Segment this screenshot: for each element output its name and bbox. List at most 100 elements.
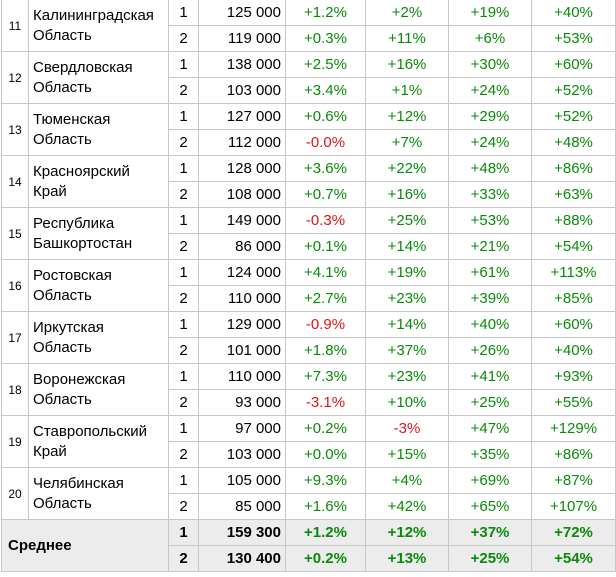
row-number: 13	[1, 103, 29, 156]
group-cell: 1	[168, 415, 199, 442]
salary-cell: 159 300	[198, 519, 286, 546]
change-cell: +65%	[448, 493, 532, 520]
region-name-line: Ростовская	[33, 266, 112, 284]
change-cell: +29%	[448, 103, 532, 130]
salary-cell: 119 000	[198, 25, 286, 52]
change-cell: +60%	[531, 51, 616, 78]
table-row: 11 Калининградская Область 1 125 000 +1.2% +2%…	[1, 0, 616, 52]
salary-cell: 85 000	[198, 493, 286, 520]
group-cell: 2	[168, 441, 199, 468]
average-row: 2 130 400 +0.2% +13% +25% +54%	[2, 545, 616, 572]
change-cell: +86%	[531, 441, 616, 468]
change-cell: +23%	[365, 363, 449, 390]
table-row: 15 Республика Башкортостан 1 149 000 -0.3% +25…	[1, 207, 616, 260]
group-cell: 1	[168, 155, 199, 182]
change-cell: +19%	[448, 0, 532, 26]
row-number: 11	[1, 0, 29, 52]
change-cell: +1.2%	[285, 519, 366, 546]
group-cell: 2	[168, 181, 199, 208]
salary-cell: 93 000	[198, 389, 286, 416]
change-cell: +4.1%	[285, 259, 366, 286]
group-cell: 1	[168, 103, 199, 130]
region-name-line: Тюменская	[33, 110, 111, 128]
salary-cell: 108 000	[198, 181, 286, 208]
change-cell: +87%	[531, 467, 616, 494]
change-cell: +6%	[448, 25, 532, 52]
salary-cell: 105 000	[198, 467, 286, 494]
region-name: Республика Башкортостан	[28, 207, 169, 260]
change-cell: +0.1%	[285, 233, 366, 260]
region-name-line: Область	[33, 338, 92, 356]
table-row: 17 Иркутская Область 1 129 000 -0.9% +14% +40% +…	[1, 311, 616, 364]
group-cell: 2	[168, 493, 199, 520]
change-cell: +15%	[365, 441, 449, 468]
table-row: 20 Челябинская Область 1 105 000 +9.3% +4% +69%…	[1, 467, 616, 520]
region-name-line: Область	[33, 26, 92, 44]
change-cell: +52%	[531, 103, 616, 130]
table-row: 13 Тюменская Область 1 127 000 +0.6% +12% +29% +…	[1, 103, 616, 156]
change-cell: +3.4%	[285, 77, 366, 104]
salary-cell: 103 000	[198, 77, 286, 104]
change-cell: +25%	[448, 389, 532, 416]
region-name: Красноярский Край	[28, 155, 169, 208]
group-cell: 2	[168, 233, 199, 260]
average-row: Среднее 1 159 300 +1.2% +12% +37% +72%	[1, 519, 616, 572]
group-cell: 2	[168, 545, 199, 572]
change-cell: +1.2%	[285, 0, 366, 26]
group-cell: 1	[168, 0, 199, 26]
region-name: Челябинская Область	[28, 467, 169, 520]
change-cell: +3.6%	[285, 155, 366, 182]
salary-cell: 130 400	[198, 545, 286, 572]
region-name: Тюменская Область	[28, 103, 169, 156]
change-cell: +1.8%	[285, 337, 366, 364]
salary-cell: 127 000	[198, 103, 286, 130]
region-name: Ставропольский Край	[28, 415, 169, 468]
salary-cell: 110 000	[198, 285, 286, 312]
region-name-line: Ставропольский	[33, 422, 148, 440]
salary-cell: 124 000	[198, 259, 286, 286]
change-cell: +7.3%	[285, 363, 366, 390]
change-cell: +69%	[448, 467, 532, 494]
table-row: 2 93 000 -3.1% +10% +25% +55%	[2, 389, 616, 416]
change-cell: +39%	[448, 285, 532, 312]
table-row: 16 Ростовская Область 1 124 000 +4.1% +19% +61%…	[1, 259, 616, 312]
table-row: 2 119 000 +0.3% +11% +6% +53%	[2, 25, 616, 52]
change-cell: +61%	[448, 259, 532, 286]
group-cell: 2	[168, 25, 199, 52]
group-cell: 2	[168, 285, 199, 312]
region-name-line: Калининградская	[33, 6, 154, 24]
change-cell: +41%	[448, 363, 532, 390]
salary-cell: 138 000	[198, 51, 286, 78]
region-name-line: Область	[33, 494, 92, 512]
change-cell: +25%	[365, 207, 449, 234]
change-cell: +12%	[365, 519, 449, 546]
change-cell: +40%	[448, 311, 532, 338]
change-cell: -0.0%	[285, 129, 366, 156]
row-number: 17	[1, 311, 29, 364]
change-cell: +1%	[365, 77, 449, 104]
region-name: Иркутская Область	[28, 311, 169, 364]
change-cell: +0.2%	[285, 415, 366, 442]
change-cell: -0.3%	[285, 207, 366, 234]
change-cell: +33%	[448, 181, 532, 208]
table-row: 19 Ставропольский Край 1 97 000 +0.2% -3% +47% +…	[1, 415, 616, 468]
change-cell: +48%	[531, 129, 616, 156]
group-cell: 1	[168, 51, 199, 78]
change-cell: +2.5%	[285, 51, 366, 78]
change-cell: +25%	[448, 545, 532, 572]
change-cell: +10%	[365, 389, 449, 416]
table-row: 2 108 000 +0.7% +16% +33% +63%	[2, 181, 616, 208]
group-cell: 1	[168, 259, 199, 286]
change-cell: +16%	[365, 51, 449, 78]
change-cell: +22%	[365, 155, 449, 182]
change-cell: +14%	[365, 233, 449, 260]
salary-cell: 103 000	[198, 441, 286, 468]
change-cell: +47%	[448, 415, 532, 442]
region-name: Воронежская Область	[28, 363, 169, 416]
row-number: 12	[1, 51, 29, 104]
group-cell: 1	[168, 519, 199, 546]
region-name-line: Республика	[33, 214, 115, 232]
table-row: 2 86 000 +0.1% +14% +21% +54%	[2, 233, 616, 260]
region-name-line: Иркутская	[33, 318, 104, 336]
